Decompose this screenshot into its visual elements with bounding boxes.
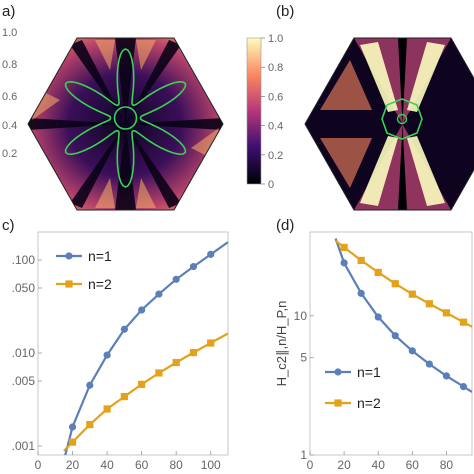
data-point-n=2 — [408, 290, 416, 298]
data-point-n=1 — [459, 383, 468, 391]
panel-a-ticks: 1.0 0.8 0.6 0.4 0.2 — [2, 27, 17, 160]
panel-a-label: a) — [2, 3, 15, 20]
y-tick-label: .010 — [12, 346, 36, 360]
x-tick-label: 60 — [135, 458, 149, 472]
legend-entry: n=2 — [357, 395, 381, 411]
x-tick-label: 60 — [406, 458, 420, 472]
data-point-n=2 — [155, 369, 163, 377]
colorbar-tick-label: 0.8 — [268, 62, 283, 74]
plot-frame — [37, 231, 229, 456]
data-point-n=2 — [442, 309, 451, 317]
legend-entry: n=1 — [357, 364, 381, 380]
data-point-n=1 — [68, 423, 77, 431]
fermi-contour-circle — [113, 106, 138, 130]
panel-a-tick-label: 0.6 — [2, 91, 17, 103]
colorbar: 1.0 0.8 0.6 0.4 0.2 0 — [246, 33, 283, 191]
y-tick-label: 1 — [300, 448, 307, 462]
y-tick-label: .001 — [12, 439, 36, 453]
panel-b-label: (b) — [276, 3, 294, 20]
x-tick-label: 0 — [35, 458, 42, 472]
x-tick-label: 40 — [100, 458, 114, 472]
data-point-n=1 — [103, 351, 111, 359]
data-point-n=2 — [459, 318, 468, 326]
series-line-n=2 — [334, 240, 472, 328]
data-point-n=1 — [442, 372, 451, 380]
panel-a-heatmap: 1.0 0.8 0.6 0.4 0.2 — [2, 27, 224, 211]
data-point-n=1 — [155, 290, 163, 298]
plot-frame — [309, 231, 473, 456]
data-point-n=1 — [207, 250, 215, 258]
data-point-n=2 — [103, 405, 111, 413]
x-tick-label: 40 — [372, 458, 386, 472]
data-point-n=2 — [207, 339, 215, 347]
data-point-n=1 — [172, 275, 180, 283]
data-point-n=1 — [391, 332, 399, 340]
data-point-n=2 — [340, 243, 348, 252]
fermi-contour-hexagon — [381, 98, 423, 140]
x-tick-label: 80 — [170, 458, 184, 472]
panel-a-tick-label: 0.8 — [2, 59, 17, 71]
panel-b-heatmap — [304, 37, 474, 211]
data-point-n=1 — [374, 313, 382, 321]
panel-a-tick-label: 0.2 — [2, 148, 17, 160]
data-point-n=1 — [86, 381, 94, 389]
panel-a-tick-label: 1.0 — [2, 27, 17, 39]
colorbar-tick-label: 0.6 — [268, 91, 283, 103]
x-tick-label: 0 — [307, 458, 314, 472]
data-point-n=1 — [357, 289, 365, 297]
data-point-n=2 — [120, 392, 128, 401]
y-tick-label: .050 — [12, 281, 36, 295]
fermi-contour-star — [64, 48, 187, 188]
panel-a-tick-label: 0.4 — [2, 120, 17, 132]
panel-c-label: c) — [2, 217, 15, 234]
series-line-n=2 — [63, 332, 228, 452]
data-point-n=2 — [86, 420, 94, 429]
fermi-contour-small-circle — [396, 113, 408, 125]
data-point-n=2 — [138, 380, 146, 388]
colorbar-tick-label: 0.2 — [268, 150, 283, 162]
y-tick-label: 5 — [300, 351, 307, 365]
colorbar-tick-label: 0 — [268, 179, 274, 191]
data-point-n=2 — [374, 268, 382, 277]
data-point-n=2 — [68, 438, 77, 446]
data-point-n=2 — [425, 300, 433, 308]
data-point-n=1 — [120, 325, 128, 333]
data-point-n=1 — [340, 259, 348, 267]
data-point-n=2 — [391, 280, 399, 288]
data-point-n=2 — [172, 358, 180, 367]
legend-entry: n=1 — [88, 248, 112, 264]
colorbar-tick-label: 0.4 — [268, 121, 283, 133]
panel-d-label: (d) — [276, 217, 294, 234]
x-tick-label: 100 — [201, 458, 221, 472]
y-tick-label: .005 — [12, 374, 36, 388]
panel-d-plot: 0204060801510μ [meV]H_c2∥,n/H_P,nn=1n=2 — [274, 231, 473, 472]
data-point-n=1 — [189, 262, 198, 271]
x-tick-label: 20 — [337, 458, 351, 472]
data-point-n=2 — [357, 256, 365, 265]
legend-entry: n=2 — [88, 276, 112, 292]
data-point-n=1 — [408, 347, 416, 355]
x-tick-label: 20 — [66, 458, 80, 472]
colorbar-tick-label: 1.0 — [268, 33, 283, 45]
data-point-n=1 — [425, 360, 433, 368]
y-axis-label: H_c2∥,n/H_P,n — [274, 301, 289, 387]
y-tick-label: 10 — [294, 309, 308, 323]
series-line-n=1 — [334, 238, 472, 393]
x-tick-label: 80 — [440, 458, 454, 472]
y-tick-label: .100 — [12, 253, 36, 267]
data-point-n=1 — [138, 306, 146, 314]
data-point-n=2 — [189, 348, 198, 357]
